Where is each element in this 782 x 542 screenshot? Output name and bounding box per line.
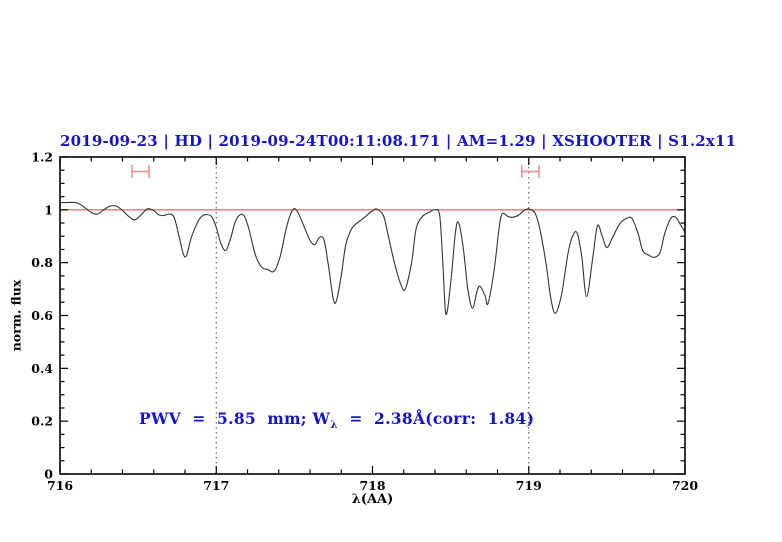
x-axis-title: λ(AA) — [351, 492, 394, 507]
x-tick-label: 720 — [672, 478, 698, 493]
y-tick-label: 1 — [44, 202, 53, 217]
x-tick-label: 717 — [203, 478, 229, 493]
y-tick-label: 0 — [44, 467, 53, 482]
band-width-marker — [520, 165, 540, 179]
annotation-text-pre: PWV = 5.85 mm; W — [139, 409, 331, 428]
band-width-marker — [131, 165, 150, 179]
y-tick-label: 0.2 — [31, 414, 53, 429]
annotation-lambda-subscript: λ — [330, 419, 338, 432]
spectrum-curve — [59, 201, 686, 315]
y-tick-label: 0.6 — [31, 308, 53, 323]
y-tick-label: 0.8 — [31, 255, 53, 270]
annotation-text-post: = 2.38Å(corr: 1.84) — [337, 409, 535, 428]
x-tick-label: 719 — [516, 478, 542, 493]
x-tick-label: 716 — [47, 478, 73, 493]
y-tick-label: 1.2 — [31, 150, 53, 165]
y-tick-label: 0.4 — [31, 361, 53, 376]
pwv-annotation: PWV = 5.85 mm; Wλ = 2.38Å(corr: 1.84) — [139, 409, 534, 431]
y-axis-title: norm. flux — [8, 279, 24, 352]
x-tick-label: 718 — [359, 478, 385, 493]
